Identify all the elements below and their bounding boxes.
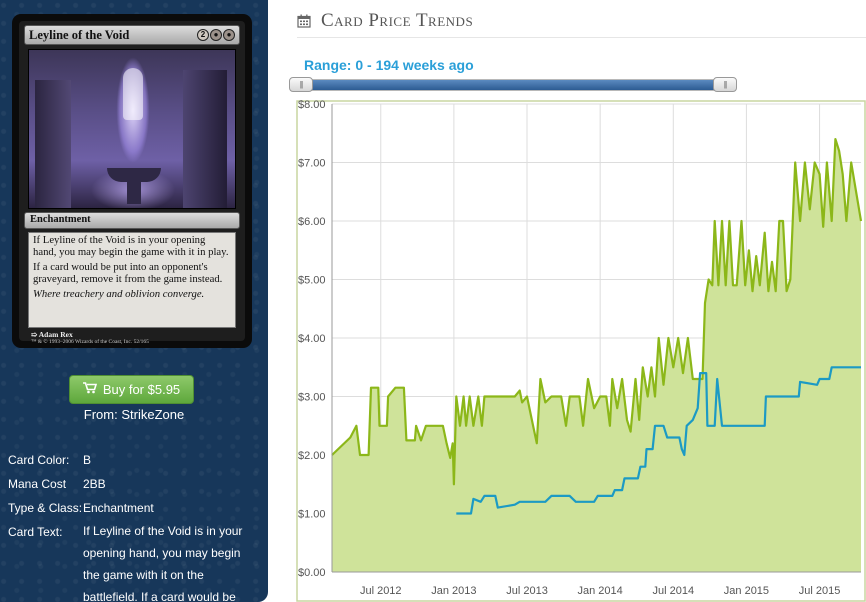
section-title: Card Price Trends <box>321 10 474 31</box>
y-tick-label: $8.00 <box>298 100 326 111</box>
y-tick-label: $6.00 <box>298 216 326 228</box>
card-flavor-text: Where treachery and oblivion converge. <box>33 288 205 301</box>
type-class-label: Type & Class: <box>8 501 83 515</box>
mana-symbol-generic: 2 <box>197 29 209 41</box>
card-type-line: Enchantment <box>24 212 240 229</box>
range-slider-fill[interactable] <box>300 80 726 90</box>
card-name: Leyline of the Void <box>29 27 130 42</box>
price-chart: $0.00 $1.00 $2.00 $3.00 $4.00 $5.00 $6.00 $7.00… <box>296 100 866 602</box>
card-color-value: B <box>83 453 92 467</box>
price-series-line <box>331 138 863 486</box>
card-artwork <box>28 49 236 209</box>
chart-frame <box>296 100 866 602</box>
x-tick-label: Jan 2015 <box>724 585 769 597</box>
mana-symbol-black: ● <box>210 29 222 41</box>
card-sidebar: Leyline of the Void 2 ● ● Enchantment If… <box>0 0 268 602</box>
buy-button-label: Buy for $5.95 <box>102 382 181 397</box>
y-tick-label: $7.00 <box>298 158 326 170</box>
x-tick-label: Jan 2014 <box>578 585 623 597</box>
vendor-label: From: StrikeZone <box>83 407 185 422</box>
price-trends-header: Card Price Trends <box>297 8 473 34</box>
card-color-label: Card Color: <box>8 453 70 467</box>
card-text-label: Card Text: <box>8 525 63 539</box>
mana-cost-value: 2BB <box>83 477 106 491</box>
foil-price-series-line <box>456 366 861 515</box>
price-area-fill <box>332 139 861 572</box>
card-copyright: ™ & © 1993–2006 Wizards of the Coast, In… <box>31 339 149 345</box>
range-slider-handle-start[interactable]: ||| <box>289 77 313 92</box>
shopping-cart-icon <box>82 382 97 397</box>
range-slider-handle-end[interactable]: ||| <box>713 77 737 92</box>
card-rules-text: If Leyline of the Void is in your openin… <box>33 234 229 258</box>
x-tick-label: Jul 2013 <box>506 585 548 597</box>
x-tick-label: Jan 2013 <box>431 585 476 597</box>
y-tick-label: $5.00 <box>298 275 326 287</box>
card-text-value: If Leyline of the Void is in your openin… <box>83 524 243 602</box>
card-artist: ➯ Adam Rex <box>31 330 73 339</box>
buy-button[interactable]: Buy for $5.95 <box>69 375 194 404</box>
card-frame: Leyline of the Void 2 ● ● Enchantment If… <box>19 21 245 345</box>
card-rules-text: If a card would be put into an opponent'… <box>33 261 223 285</box>
mana-cost-symbols: 2 ● ● <box>197 29 235 41</box>
x-tick-label: Jul 2015 <box>799 585 841 597</box>
y-tick-label: $4.00 <box>298 333 326 345</box>
x-tick-label: Jul 2014 <box>652 585 694 597</box>
y-tick-label: $0.00 <box>298 567 326 579</box>
range-label: Range: 0 - 194 weeks ago <box>304 57 474 73</box>
y-tick-label: $2.00 <box>298 450 326 462</box>
card-text-box: If Leyline of the Void is in your openin… <box>28 232 236 328</box>
type-class-value: Enchantment <box>83 501 154 515</box>
header-divider <box>297 37 866 38</box>
card-image: Leyline of the Void 2 ● ● Enchantment If… <box>12 14 252 348</box>
mana-cost-label: Mana Cost <box>8 477 67 491</box>
card-name-bar: Leyline of the Void 2 ● ● <box>24 25 240 45</box>
y-tick-label: $1.00 <box>298 509 326 521</box>
calendar-icon <box>297 14 311 28</box>
mana-symbol-black: ● <box>223 29 235 41</box>
y-tick-label: $3.00 <box>298 392 326 404</box>
x-tick-label: Jul 2012 <box>360 585 402 597</box>
